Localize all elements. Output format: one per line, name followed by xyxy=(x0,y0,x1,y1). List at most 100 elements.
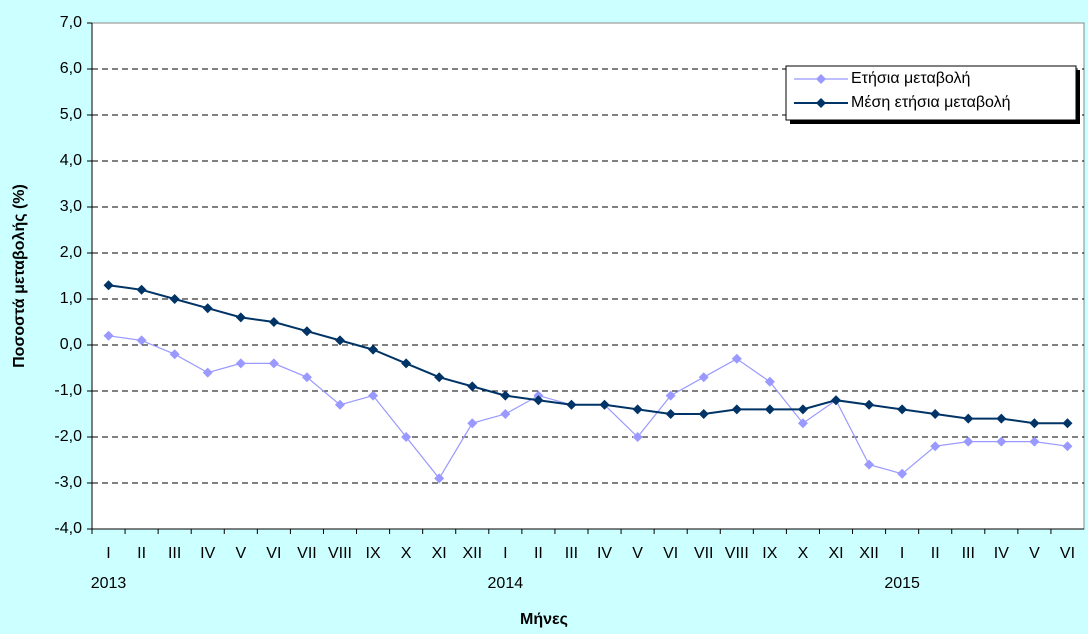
marker xyxy=(368,390,379,401)
x-tick-label: XII xyxy=(859,545,879,562)
marker xyxy=(301,372,312,383)
marker xyxy=(632,404,643,415)
marker xyxy=(831,395,841,406)
marker xyxy=(1062,418,1073,429)
x-tick-label: II xyxy=(137,545,146,562)
x-tick-label: XI xyxy=(828,545,843,562)
marker xyxy=(731,353,742,364)
x-tick-label: VI xyxy=(1060,545,1075,562)
marker xyxy=(864,459,875,470)
x-tick-label: X xyxy=(798,545,809,562)
marker xyxy=(202,367,213,378)
marker xyxy=(268,317,279,327)
legend-label: Ετήσια μεταβολή xyxy=(851,70,970,87)
marker xyxy=(401,432,412,442)
marker xyxy=(897,468,908,479)
marker xyxy=(169,349,180,360)
x-tick-label: III xyxy=(565,545,578,562)
marker xyxy=(235,358,246,369)
marker xyxy=(599,399,610,410)
marker xyxy=(764,404,775,415)
x-tick-label: VII xyxy=(694,545,714,562)
marker xyxy=(103,330,114,341)
marker xyxy=(797,404,808,415)
marker xyxy=(665,409,676,419)
y-tick-label: -4,0 xyxy=(54,520,82,537)
x-tick-label: VII xyxy=(297,545,317,562)
marker xyxy=(533,395,544,406)
x-tick-label: II xyxy=(931,545,940,562)
x-tick-label: I xyxy=(503,545,507,562)
y-tick-label: 0,0 xyxy=(60,336,82,353)
marker xyxy=(500,390,511,401)
y-axis-label: Ποσοστά μεταβολής (%) xyxy=(11,184,28,368)
y-tick-label: 2,0 xyxy=(60,244,82,261)
x-group-label: 2015 xyxy=(884,575,920,592)
marker xyxy=(401,358,412,369)
y-tick-label: -2,0 xyxy=(54,428,82,445)
legend-marker xyxy=(816,74,826,84)
x-tick-label: VIII xyxy=(328,545,352,562)
marker xyxy=(930,441,941,452)
x-group-label: 2013 xyxy=(91,575,127,592)
x-tick-label: III xyxy=(962,545,975,562)
marker xyxy=(136,284,147,295)
marker xyxy=(202,303,213,314)
y-tick-label: 4,0 xyxy=(60,152,82,169)
marker xyxy=(268,358,279,369)
marker xyxy=(335,335,345,346)
marker xyxy=(1029,418,1040,429)
marker xyxy=(434,473,445,484)
legend-marker xyxy=(816,98,826,108)
marker xyxy=(1062,441,1073,452)
x-tick-label: IV xyxy=(200,545,215,562)
marker xyxy=(897,404,908,415)
legend xyxy=(785,65,1077,121)
x-tick-label: X xyxy=(401,545,412,562)
x-axis-label: Μήνες xyxy=(520,611,568,628)
marker xyxy=(103,280,114,291)
x-tick-label: XII xyxy=(462,545,482,562)
x-tick-label: IX xyxy=(762,545,777,562)
x-tick-label: V xyxy=(632,545,643,562)
x-tick-label: VI xyxy=(266,545,281,562)
marker xyxy=(500,409,511,419)
x-tick-label: I xyxy=(900,545,904,562)
x-tick-label: IV xyxy=(597,545,612,562)
y-tick-label: -1,0 xyxy=(54,382,82,399)
marker xyxy=(632,432,643,442)
y-tick-label: 6,0 xyxy=(60,60,82,77)
marker xyxy=(136,335,147,346)
y-tick-label: 1,0 xyxy=(60,290,82,307)
marker xyxy=(467,418,478,429)
x-tick-label: V xyxy=(1029,545,1040,562)
x-tick-label: VI xyxy=(663,545,678,562)
marker xyxy=(698,409,709,419)
marker xyxy=(996,413,1007,424)
x-tick-label: III xyxy=(168,545,181,562)
marker xyxy=(930,409,941,419)
x-tick-label: IV xyxy=(994,545,1009,562)
y-tick-label: 3,0 xyxy=(60,198,82,215)
marker xyxy=(368,344,379,355)
marker xyxy=(996,436,1007,447)
x-tick-label: V xyxy=(235,545,246,562)
marker xyxy=(335,399,345,410)
y-tick-label: 7,0 xyxy=(60,14,82,31)
marker xyxy=(467,381,478,392)
x-tick-label: VIII xyxy=(725,545,749,562)
series-line xyxy=(108,284,1068,425)
marker xyxy=(301,326,312,337)
y-tick-label: 5,0 xyxy=(60,106,82,123)
x-tick-label: II xyxy=(534,545,543,562)
marker xyxy=(864,399,875,410)
marker xyxy=(963,413,974,424)
x-tick-label: XI xyxy=(432,545,447,562)
legend-label: Μέση ετήσια μεταβολή xyxy=(851,94,1011,111)
marker xyxy=(235,312,246,323)
marker xyxy=(566,399,577,410)
x-group-label: 2014 xyxy=(488,575,524,592)
marker xyxy=(731,404,742,415)
y-tick-label: -3,0 xyxy=(54,474,82,491)
